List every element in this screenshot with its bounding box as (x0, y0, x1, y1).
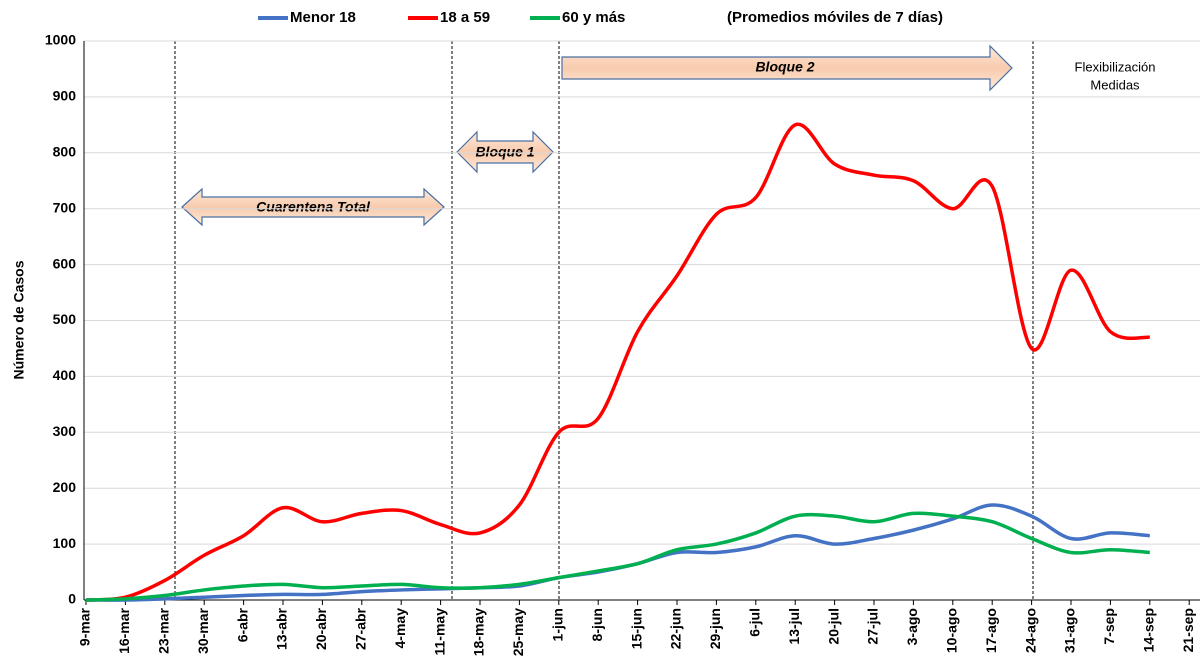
annotation: Cuarentena Total (256, 199, 371, 215)
x-tick-label: 21-sep (1180, 608, 1196, 652)
y-tick-label: 800 (53, 144, 77, 160)
annotation: Bloque 2 (755, 59, 814, 75)
x-tick-label: 6-abr (234, 607, 250, 642)
annotation: Bloque 1 (475, 144, 534, 160)
x-tick-label: 7-sep (1101, 608, 1117, 645)
x-tick-label: 13-jul (786, 608, 802, 645)
legend-label: 18 a 59 (440, 9, 490, 26)
x-tick-label: 16-mar (116, 607, 132, 653)
event-lines (174, 41, 1034, 600)
legend-label: 60 y más (562, 9, 625, 26)
x-tick-label: 17-ago (983, 608, 999, 653)
y-tick-label: 200 (53, 479, 77, 495)
y-tick-label: 400 (53, 367, 77, 383)
x-tick-label: 8-jun (589, 608, 605, 641)
x-tick-label: 20-jul (825, 608, 841, 645)
x-tick-label: 10-ago (944, 608, 960, 653)
x-tick-label: 24-ago (1022, 608, 1038, 653)
y-tick-label: 1000 (45, 32, 76, 48)
x-tick-label: 6-jul (747, 608, 763, 637)
x-tick-label: 29-jun (707, 608, 723, 649)
annotation: Medidas (1090, 77, 1140, 92)
annotation: Flexibilización (1075, 59, 1156, 74)
x-tick-label: 25-may (510, 608, 526, 656)
y-tick-label: 0 (68, 591, 76, 607)
x-tick-label: 4-may (392, 608, 408, 649)
subtitle: (Promedios móviles de 7 días) (727, 9, 943, 26)
x-tick-label: 27-jul (865, 608, 881, 645)
y-tick-label: 700 (53, 199, 77, 215)
x-tick-label: 13-abr (274, 607, 290, 650)
y-tick-label: 600 (53, 255, 77, 271)
x-tick-label: 9-mar (77, 607, 93, 646)
legend-label: Menor 18 (290, 9, 356, 26)
y-axis-title: Número de Casos (11, 260, 27, 379)
series-line (85, 511, 1150, 602)
y-tick-label: 100 (53, 535, 77, 551)
x-tick-label: 31-ago (1062, 608, 1078, 653)
x-tick-label: 30-mar (195, 607, 211, 653)
x-tick-label: 18-may (471, 608, 487, 656)
x-tick-label: 15-jun (628, 608, 644, 649)
x-tick-label: 20-abr (313, 607, 329, 650)
series-line (85, 122, 1151, 602)
x-tick-label: 23-mar (156, 607, 172, 653)
x-tick-label: 14-sep (1141, 608, 1157, 652)
y-tick-label: 900 (53, 88, 77, 104)
x-tick-label: 27-abr (353, 607, 369, 650)
x-tick-label: 1-jun (550, 608, 566, 641)
x-tick-label: 11-may (431, 608, 447, 656)
x-tick-label: 22-jun (668, 608, 684, 649)
x-tick-label: 3-ago (904, 608, 920, 645)
y-tick-label: 300 (53, 423, 77, 439)
y-tick-label: 500 (53, 311, 77, 327)
arrows (181, 44, 1013, 227)
